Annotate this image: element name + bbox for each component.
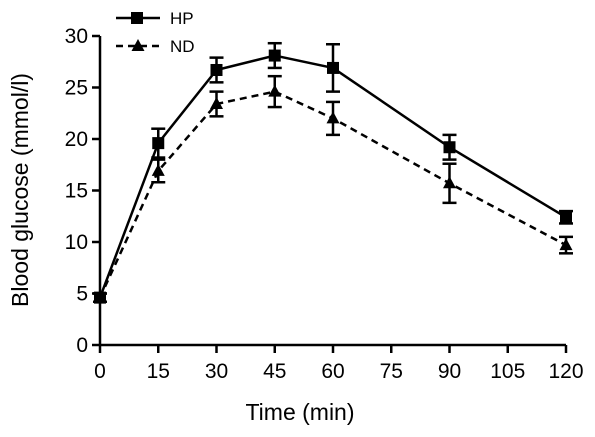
y-tick-label: 5 [76,283,88,306]
series-hp-point [560,211,572,224]
series-hp-point [152,137,165,150]
x-tick-label: 45 [263,360,286,383]
x-tick-label: 60 [321,360,344,383]
x-tick-label: 30 [205,360,228,383]
x-tick-label: 75 [380,360,403,383]
legend-nd-label: ND [170,37,195,56]
series-nd-point [210,96,223,109]
legend-nd-marker [131,39,145,51]
series-nd-point [443,176,456,189]
series-hp-point [210,63,223,76]
series-nd-point [93,290,107,303]
x-axis-ticks: 0 15 30 45 60 75 90 105 120 [94,345,584,383]
x-tick-label: 120 [548,360,583,383]
y-tick-label: 30 [65,25,88,48]
legend-item-nd: ND [116,37,195,56]
x-tick-label: 90 [438,360,461,383]
y-axis-title: Blood glucose (mmol/l) [7,73,33,307]
y-tick-label: 0 [76,334,88,357]
legend-hp-label: HP [170,9,194,28]
x-tick-label: 15 [147,360,170,383]
x-tick-label: 0 [94,360,106,383]
series-nd-point [559,238,573,251]
plot-area: 0 5 10 15 20 25 30 0 15 30 45 60 75 90 105 120 [65,25,584,383]
series-nd-point [151,163,165,176]
series-nd-point [268,84,282,97]
y-tick-label: 15 [65,180,88,203]
series-nd [93,74,573,303]
y-tick-label: 10 [65,231,88,254]
legend-hp-marker [131,12,143,24]
x-tick-label: 105 [490,360,525,383]
legend: HP ND [116,9,195,56]
series-hp-point [327,61,339,74]
series-hp-point [443,141,456,154]
series-layer [93,41,573,304]
series-hp [93,41,573,304]
series-hp-point [268,49,281,62]
y-axis-ticks: 0 5 10 15 20 25 30 [65,25,100,357]
legend-item-hp: HP [116,9,194,28]
y-tick-label: 20 [65,128,88,151]
x-axis-title: Time (min) [245,399,354,425]
series-nd-point [326,111,340,124]
y-tick-label: 25 [65,77,88,100]
